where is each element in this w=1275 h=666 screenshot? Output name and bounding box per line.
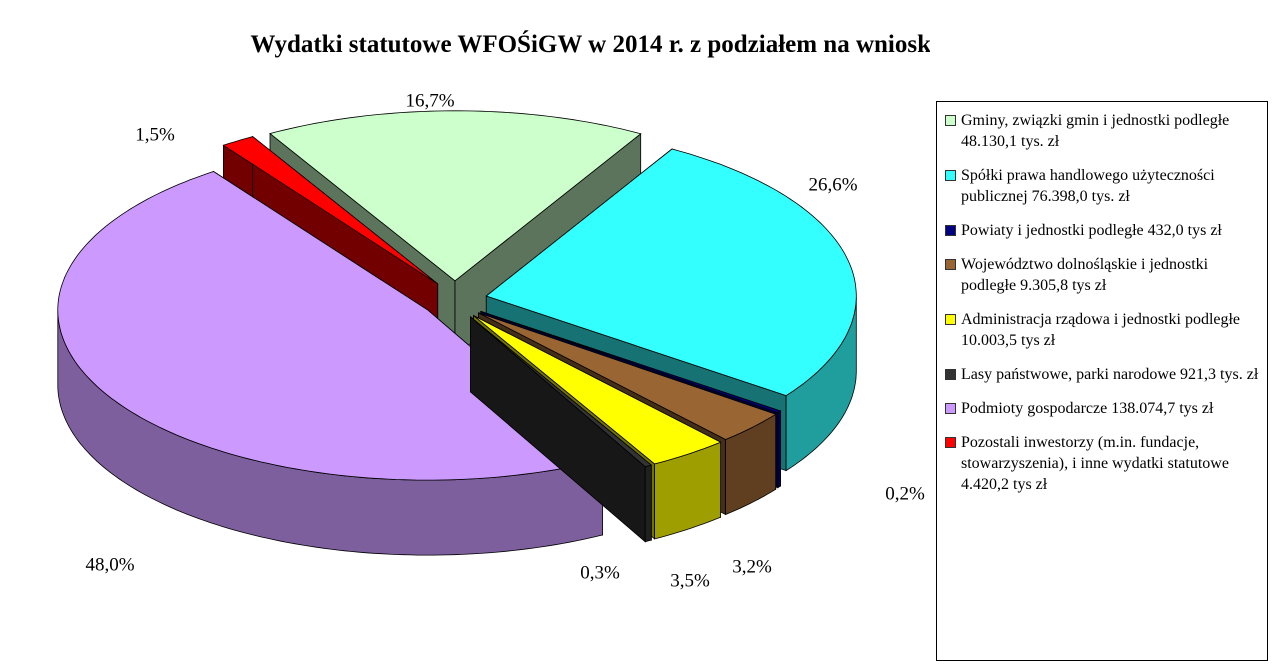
data-label: 48,0% — [85, 554, 134, 575]
legend-label: Pozostali inwestorzy (m.in. fundacje, st… — [961, 434, 1229, 493]
legend: Gminy, związki gmin i jednostki podległe… — [936, 101, 1268, 661]
chart-title: Wydatki statutowe WFOŚiGW w 2014 r. z po… — [250, 30, 930, 58]
slice-wall — [777, 410, 781, 489]
slice-wall — [644, 464, 652, 543]
legend-entry: Lasy państwowe, parki narodowe 921,3 tys… — [945, 364, 1261, 385]
slice-top — [269, 110, 642, 282]
legend-entry: Gminy, związki gmin i jednostki podległe… — [945, 110, 1261, 152]
legend-entry: Spółki prawa handlowego użyteczności pub… — [945, 165, 1261, 207]
chart: Wydatki statutowe WFOŚiGW w 2014 r. z po… — [57, 30, 930, 591]
legend-entry: Podmioty gospodarcze 138.074,7 tys zł — [945, 398, 1261, 419]
slice-top — [480, 311, 782, 414]
data-label: 3,5% — [670, 570, 710, 591]
data-label: 0,2% — [885, 483, 925, 504]
legend-label: Lasy państwowe, parki narodowe 921,3 tys… — [961, 366, 1259, 383]
slice-top — [57, 171, 604, 481]
legend-swatch — [945, 170, 956, 181]
slice-top — [485, 148, 857, 397]
legend-swatch — [945, 437, 956, 448]
legend-swatch — [945, 115, 956, 126]
data-label: 3,2% — [732, 556, 772, 577]
slice — [469, 315, 653, 543]
data-label: 26,6% — [808, 174, 857, 195]
legend-swatch — [945, 259, 956, 270]
legend-swatch — [945, 225, 956, 236]
legend-entry: Administracja rządowa i jednostki podleg… — [945, 309, 1261, 351]
legend-swatch — [945, 369, 956, 380]
slice-top — [478, 312, 777, 440]
legend-label: Województwo dolnośląskie i jednostki pod… — [961, 256, 1209, 294]
legend-label: Powiaty i jednostki podległe 432,0 tys z… — [961, 222, 1222, 239]
slice-top — [222, 136, 438, 285]
legend-entry: Powiaty i jednostki podległe 432,0 tys z… — [945, 220, 1261, 241]
data-label: 0,3% — [580, 562, 620, 583]
slice-top — [473, 315, 722, 465]
data-label: 16,7% — [405, 90, 454, 111]
legend-swatch — [945, 314, 956, 325]
data-label: 1,5% — [135, 124, 175, 145]
legend-entry: Pozostali inwestorzy (m.in. fundacje, st… — [945, 432, 1261, 495]
legend-label: Spółki prawa handlowego użyteczności pub… — [961, 167, 1215, 205]
legend-label: Gminy, związki gmin i jednostki podległe… — [961, 112, 1230, 150]
legend-label: Administracja rządowa i jednostki podleg… — [961, 311, 1241, 349]
legend-entry: Województwo dolnośląskie i jednostki pod… — [945, 254, 1261, 296]
slice-top — [470, 316, 653, 468]
legend-swatch — [945, 403, 956, 414]
legend-label: Podmioty gospodarcze 138.074,7 tys zł — [961, 400, 1214, 417]
